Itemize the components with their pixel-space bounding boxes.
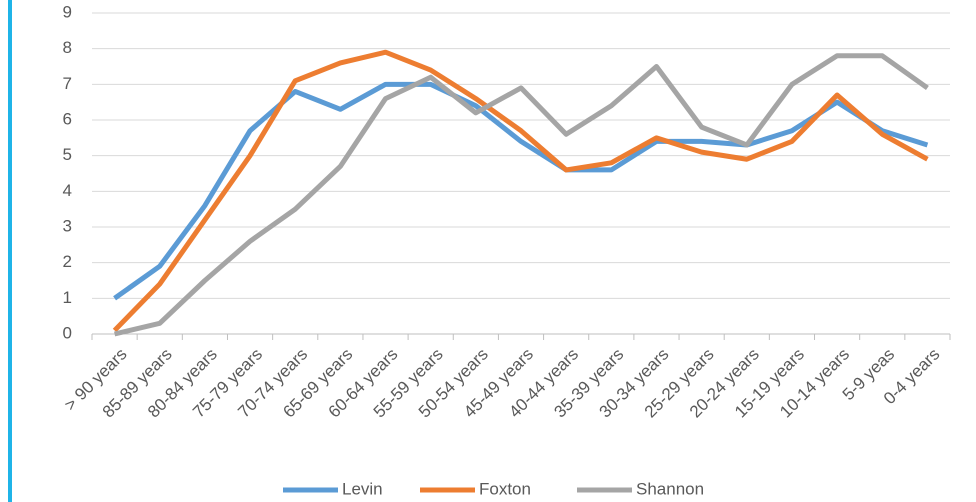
y-tick-label: 2 [63, 252, 72, 271]
y-tick-label: 0 [63, 323, 72, 342]
y-tick-label: 9 [63, 2, 72, 21]
series-line [112, 49, 929, 333]
y-tick-label: 1 [63, 288, 72, 307]
y-tick-label: 7 [63, 74, 72, 93]
legend-label: Foxton [479, 479, 531, 498]
series-line [114, 53, 929, 337]
y-tick-label: 8 [63, 38, 72, 57]
legend-label: Shannon [636, 479, 704, 498]
y-tick-label: 3 [63, 216, 72, 235]
y-tick-label: 6 [63, 109, 72, 128]
y-tick-label: 5 [63, 145, 72, 164]
y-tick-label: 4 [63, 181, 72, 200]
legend-label: Levin [342, 479, 383, 498]
series-line [113, 81, 929, 301]
side-bar [8, 0, 12, 502]
